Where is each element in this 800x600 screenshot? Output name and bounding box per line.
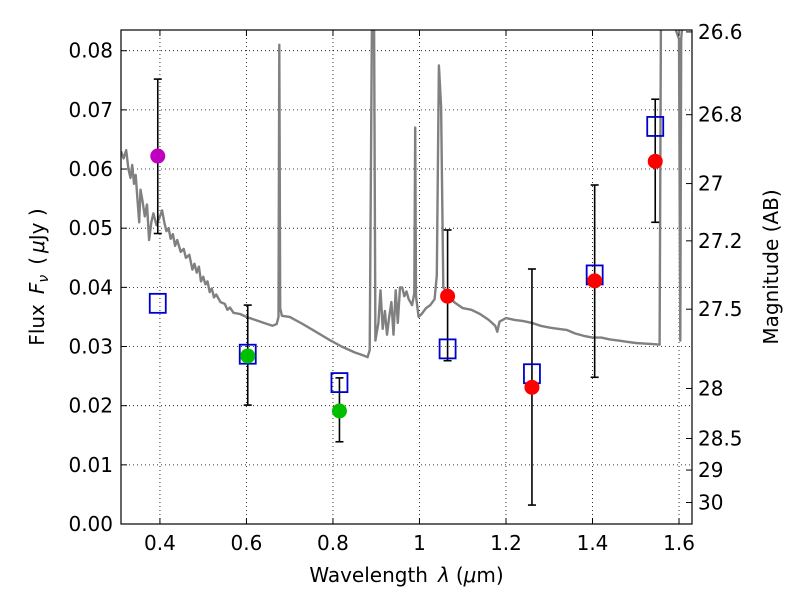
y-axis-title-symbol: F [25, 282, 49, 294]
x-axis-title-symbol: λ [437, 563, 450, 587]
x-tick-label: 0.6 [231, 531, 263, 555]
x-tick-label: 1.2 [490, 531, 522, 555]
y-tick-label: 0.03 [68, 335, 113, 359]
x-tick-label: 0.8 [317, 531, 349, 555]
x-tick-label: 1.6 [663, 531, 695, 555]
y-axis-title: Flux Fν ( μJy ) [25, 208, 52, 345]
model-photometry-square [330, 372, 349, 394]
sed-spectrum-line [121, 30, 684, 359]
observed-flux-point [240, 348, 256, 364]
x-tick-label: 1.4 [577, 531, 609, 555]
magnitude-tick-label: 29 [698, 458, 723, 482]
model-photometry-square [238, 343, 257, 365]
y-tick-label: 0.06 [68, 157, 113, 181]
observed-flux-point [440, 288, 456, 304]
observed-flux-point [331, 403, 347, 419]
x-tick-label: 1 [413, 531, 426, 555]
y-tick-label: 0.02 [68, 394, 113, 418]
magnitude-tick-label: 27 [698, 172, 723, 196]
magnitude-tick-label: 28 [698, 376, 723, 400]
y-tick-label: 0.05 [68, 216, 113, 240]
magnitude-tick-label: 27.5 [698, 297, 743, 321]
x-axis-title: Wavelength λ (μm) [309, 563, 503, 587]
y-axis-title-unit-rest: Jy ) [25, 208, 49, 242]
magnitude-axis-title: Magnitude (AB) [759, 189, 783, 344]
x-tick-label: 0.4 [144, 531, 176, 555]
observed-flux-point [150, 148, 166, 164]
model-photometry-square [438, 338, 457, 360]
plot-frame [120, 29, 693, 525]
axes: 0.4 0.6 0.8 1 1.2 1.4 1.6 0.00 0.01 0.02 0.03 0.04 0… [68, 20, 742, 555]
observed-flux-point [524, 379, 540, 395]
magnitude-tick-label: 28.5 [698, 426, 743, 450]
y-tick-label: 0.08 [68, 39, 113, 63]
y-tick-label: 0.00 [68, 512, 113, 536]
y-axis-title-unit-open: ( [25, 257, 49, 265]
y-axis-title-subscript: ν [36, 275, 52, 283]
y-tick-label: 0.01 [68, 453, 113, 477]
magnitude-tick-label: 30 [698, 491, 723, 515]
x-axis-title-unit-open: ( [456, 563, 464, 587]
plot-area [121, 30, 684, 506]
x-axis-title-unit-mu: μ [463, 563, 477, 587]
model-photometry-square [148, 292, 167, 314]
x-axis-title-unit-rest: m) [476, 563, 503, 587]
x-axis-title-prefix: Wavelength [309, 563, 428, 587]
y-tick-label: 0.04 [68, 275, 113, 299]
model-photometry-square [646, 116, 665, 137]
observed-flux-point [587, 273, 603, 289]
observed-flux-point [647, 153, 663, 169]
magnitude-tick-label: 26.8 [698, 103, 743, 127]
y-tick-label: 0.07 [68, 98, 113, 122]
magnitude-tick-label: 27.2 [698, 229, 743, 253]
y-axis-title-prefix: Flux [25, 304, 49, 346]
magnitude-tick-label: 26.6 [698, 20, 743, 44]
y-axis-title-unit-mu: μ [25, 240, 49, 254]
